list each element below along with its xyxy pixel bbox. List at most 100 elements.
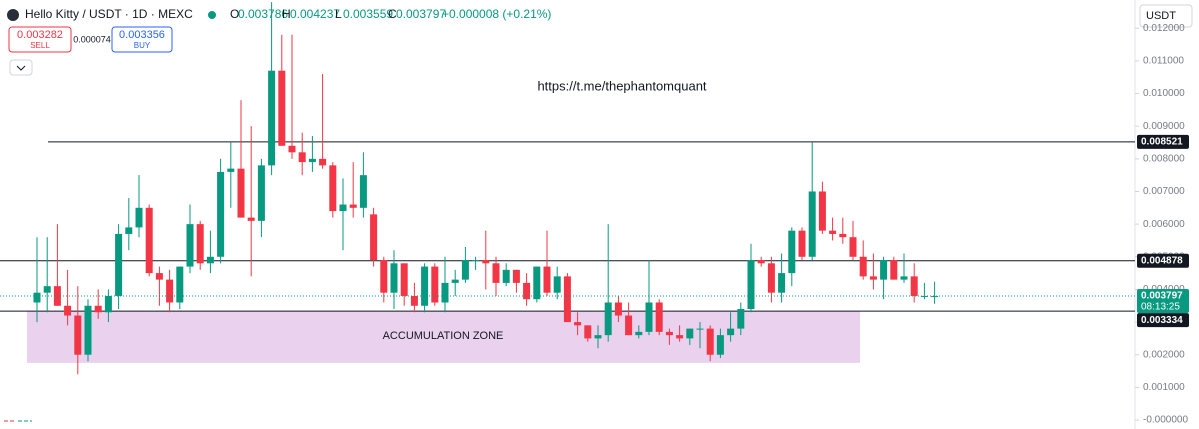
candle-body <box>737 309 745 329</box>
currency[interactable]: USDT <box>1146 10 1176 22</box>
candle-body <box>757 260 765 264</box>
candle-body <box>451 279 459 283</box>
candle-body <box>145 207 153 274</box>
level-label-box <box>1137 134 1189 149</box>
candle-body <box>84 305 92 355</box>
candle-body <box>217 171 225 257</box>
candle-body <box>890 260 898 280</box>
candle-body <box>543 266 551 293</box>
candle-body <box>43 286 51 293</box>
candle-body <box>727 328 735 336</box>
candle-body <box>33 292 41 303</box>
candle-body <box>206 256 214 264</box>
candle-body <box>512 269 520 283</box>
candle-body <box>268 70 276 166</box>
y-tick-label: 0.011000 <box>1143 56 1184 67</box>
candle-body <box>94 305 102 313</box>
currency-select[interactable] <box>1139 4 1193 28</box>
candle-body <box>339 204 347 212</box>
candle-body <box>931 296 939 298</box>
buy-button[interactable] <box>111 26 173 53</box>
candle-body <box>818 191 826 231</box>
candle-body <box>604 302 612 336</box>
ohlc-label: C <box>388 7 397 21</box>
candle-body <box>247 217 255 221</box>
symbol: Hello Kitty / USDT · 1D · MEXC <box>25 7 193 21</box>
sell-button[interactable] <box>8 26 72 53</box>
candle-body <box>574 322 582 326</box>
candle-body <box>696 328 704 330</box>
sell-label[interactable]: SELL <box>30 41 50 50</box>
candle-body <box>431 266 439 303</box>
candle-body <box>329 165 337 212</box>
candle-body <box>900 276 908 280</box>
candle-body <box>747 260 755 310</box>
ohlc-value: 0.003786 <box>238 7 288 21</box>
candle-body <box>523 282 531 300</box>
level-label: 0.008521 <box>1141 136 1183 147</box>
ohlc-label: L <box>335 7 342 21</box>
candle-body <box>665 331 673 336</box>
level-label: 0.004878 <box>1141 255 1183 266</box>
y-tick-label: 0.006000 <box>1143 219 1185 230</box>
annotation: https://t.me/thephantomquant <box>537 78 706 93</box>
candle-body <box>196 224 204 264</box>
candle-body <box>410 295 418 306</box>
collapse-button[interactable] <box>9 59 33 76</box>
candle-body <box>421 266 429 306</box>
candle-body <box>227 168 235 172</box>
candle-body <box>104 295 112 313</box>
candle-body <box>655 302 663 332</box>
candle-body <box>400 263 408 296</box>
candle-body <box>502 269 510 283</box>
candle-body <box>135 207 143 228</box>
symbol-icon <box>7 9 19 21</box>
candle-body <box>349 204 357 208</box>
candle-body <box>563 276 571 323</box>
candle-body <box>910 276 918 296</box>
y-tick-label: -0.000000 <box>1143 415 1188 426</box>
candle-body <box>880 260 888 280</box>
candle-body <box>686 328 694 339</box>
candle-body <box>370 214 378 261</box>
candle-body <box>676 335 684 339</box>
sell-price[interactable]: 0.003282 <box>17 29 63 41</box>
candle-body <box>380 260 388 293</box>
candle-body <box>319 158 327 166</box>
candle-body <box>614 302 622 316</box>
buy-price[interactable]: 0.003356 <box>119 29 165 41</box>
ohlc-value: 0.004237 <box>290 7 340 21</box>
candle-body <box>472 260 480 262</box>
candle-body <box>645 302 653 332</box>
buy-label[interactable]: BUY <box>134 41 151 50</box>
candle-body <box>594 335 602 339</box>
last-price-box <box>1137 289 1189 314</box>
candle-body <box>308 158 316 163</box>
candle-body <box>849 237 857 257</box>
ohlc-value: 0.003559 <box>343 7 393 21</box>
candle-body <box>461 260 469 280</box>
level-label: 0.003334 <box>1141 315 1183 326</box>
candle-body <box>829 230 837 234</box>
y-tick-label: 0.001000 <box>1143 382 1185 393</box>
y-tick-label: 0.007000 <box>1143 186 1185 197</box>
candle-body <box>798 230 806 257</box>
candle-body <box>625 315 633 336</box>
candle-body <box>115 233 123 296</box>
change: +0.000008 (+0.21%) <box>442 7 551 21</box>
candle-body <box>839 233 847 238</box>
candle-body <box>64 305 72 316</box>
candle-body <box>74 315 82 355</box>
y-tick-label: 0.002000 <box>1143 349 1185 360</box>
countdown: 08:13:25 <box>1141 302 1180 313</box>
candle-body <box>716 335 724 355</box>
candle-body <box>788 230 796 274</box>
candle-body <box>584 325 592 339</box>
spread: 0.000074 <box>73 34 111 44</box>
ohlc-value: 0.003797 <box>396 7 446 21</box>
last-price-label: 0.003797 <box>1141 291 1183 302</box>
level-label-box <box>1137 253 1189 268</box>
candle-body <box>553 276 561 293</box>
